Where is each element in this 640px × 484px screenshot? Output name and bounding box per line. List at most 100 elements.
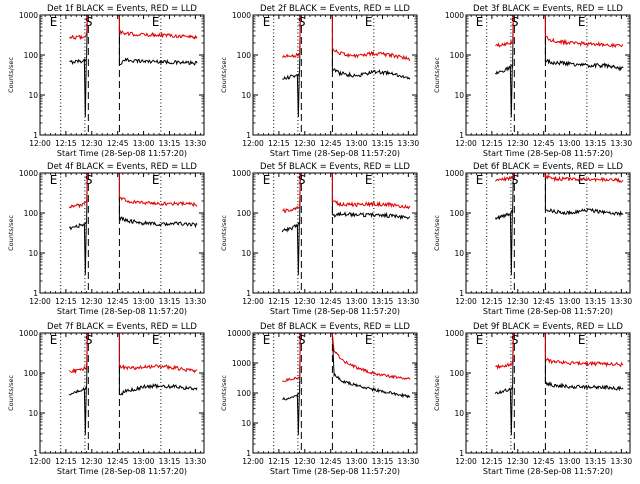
x-tick-label: 12:30 [294, 139, 316, 148]
events-series-line [118, 333, 198, 396]
marker-label-s: S [85, 333, 93, 347]
x-tick-label: 13:00 [559, 297, 581, 306]
x-tick-label: 13:30 [398, 457, 420, 466]
x-axis-label: Start Time (28-Sep-08 11:57:20) [57, 467, 187, 476]
x-tick-label: 13:15 [585, 457, 607, 466]
events-series-line [282, 333, 302, 401]
marker-label-e: E [365, 15, 373, 29]
events-series-line [68, 333, 89, 396]
events-dip-line [83, 386, 87, 436]
panel-det-1: Det 1f BLACK = Events, RED = LLD Start Ti… [7, 4, 206, 158]
x-tick-label: 12:45 [533, 297, 555, 306]
marker-label-e: E [50, 173, 58, 187]
y-tick-label: 100 [237, 209, 252, 218]
lld-series-line [544, 333, 624, 368]
x-tick-label: 13:30 [185, 139, 207, 148]
y-tick-label: 1000 [445, 329, 464, 338]
panel-det-3: Det 3f BLACK = Events, RED = LLD Start Ti… [433, 4, 632, 158]
x-tick-label: 13:30 [185, 457, 207, 466]
events-series-line [282, 15, 302, 80]
y-tick-label: 1 [33, 289, 38, 298]
y-tick-label: 1 [33, 449, 38, 458]
y-axis-label: Counts/sec [7, 215, 15, 251]
x-tick-label: 13:15 [585, 139, 607, 148]
events-dip-line [509, 65, 513, 118]
events-series-line [544, 173, 624, 218]
y-tick-label: 1 [33, 131, 38, 140]
events-dip-line [509, 386, 513, 436]
y-tick-label: 1 [459, 289, 464, 298]
events-dip-line [296, 73, 300, 118]
events-series-line [494, 173, 515, 221]
plot-frame [465, 332, 631, 454]
y-tick-label: 1 [246, 289, 251, 298]
x-tick-label: 12:15 [268, 457, 290, 466]
x-axis-label: Start Time (28-Sep-08 11:57:20) [57, 307, 187, 316]
x-tick-label: 13:15 [159, 139, 181, 148]
lld-series-line [118, 173, 198, 208]
x-tick-label: 13:00 [133, 457, 155, 466]
events-series-line [494, 333, 515, 395]
plot-frame [39, 172, 205, 294]
x-tick-label: 12:30 [81, 297, 103, 306]
x-tick-label: 13:00 [133, 297, 155, 306]
lld-series-line [544, 15, 624, 49]
y-tick-label: 10 [28, 249, 38, 258]
marker-label-s: S [511, 15, 519, 29]
y-tick-label: 10 [241, 419, 251, 428]
marker-label-e: E [50, 15, 58, 29]
panel-title: Det 8f BLACK = Events, RED = LLD [260, 322, 410, 332]
panel-title: Det 1f BLACK = Events, RED = LLD [47, 4, 197, 14]
x-tick-label: 12:15 [55, 457, 77, 466]
x-tick-label: 12:15 [481, 457, 503, 466]
marker-label-e: E [152, 333, 160, 347]
plot-frame [252, 14, 418, 136]
marker-label-e: E [263, 333, 271, 347]
events-series-line [281, 173, 302, 233]
events-dip-line [509, 211, 513, 276]
marker-label-s: S [511, 173, 519, 187]
x-tick-label: 12:45 [107, 457, 129, 466]
marker-label-s: S [85, 15, 93, 29]
panel-title: Det 4f BLACK = Events, RED = LLD [47, 162, 197, 172]
panel-title: Det 9f BLACK = Events, RED = LLD [473, 322, 623, 332]
marker-label-s: S [298, 15, 306, 29]
x-tick-label: 13:15 [159, 457, 181, 466]
y-axis-label: Counts/sec [220, 57, 228, 93]
lld-series-line [281, 15, 302, 59]
x-axis-label: Start Time (28-Sep-08 11:57:20) [270, 149, 400, 158]
lld-series-line [495, 173, 515, 182]
events-series-line [331, 173, 411, 221]
y-tick-label: 1000 [232, 11, 251, 20]
lld-series-line [495, 333, 515, 370]
x-axis-label: Start Time (28-Sep-08 11:57:20) [270, 307, 400, 316]
y-tick-label: 10 [454, 409, 464, 418]
marker-label-e: E [263, 15, 271, 29]
y-tick-label: 100 [237, 51, 252, 60]
x-tick-label: 12:45 [533, 457, 555, 466]
x-tick-label: 13:00 [346, 457, 368, 466]
x-tick-label: 12:15 [268, 139, 290, 148]
panel-det-6: Det 6f BLACK = Events, RED = LLD Start Ti… [433, 162, 632, 316]
x-tick-label: 13:15 [159, 297, 181, 306]
x-tick-label: 13:00 [133, 139, 155, 148]
lld-series-line [68, 173, 89, 209]
x-tick-label: 12:15 [268, 297, 290, 306]
y-tick-label: 10 [241, 249, 251, 258]
events-series-line [544, 333, 624, 392]
lld-series-line [331, 15, 411, 61]
marker-label-e: E [578, 333, 586, 347]
y-tick-label: 10 [28, 409, 38, 418]
y-tick-label: 10000 [227, 329, 251, 338]
x-tick-label: 12:00 [29, 457, 51, 466]
marker-label-e: E [152, 173, 160, 187]
marker-label-s: S [298, 333, 306, 347]
events-dip-line [83, 58, 87, 118]
y-tick-label: 10 [454, 91, 464, 100]
events-series-line [68, 173, 89, 231]
x-tick-label: 13:30 [398, 139, 420, 148]
x-tick-label: 12:15 [55, 297, 77, 306]
plot-frame [252, 332, 418, 454]
plot-frame [252, 172, 418, 294]
